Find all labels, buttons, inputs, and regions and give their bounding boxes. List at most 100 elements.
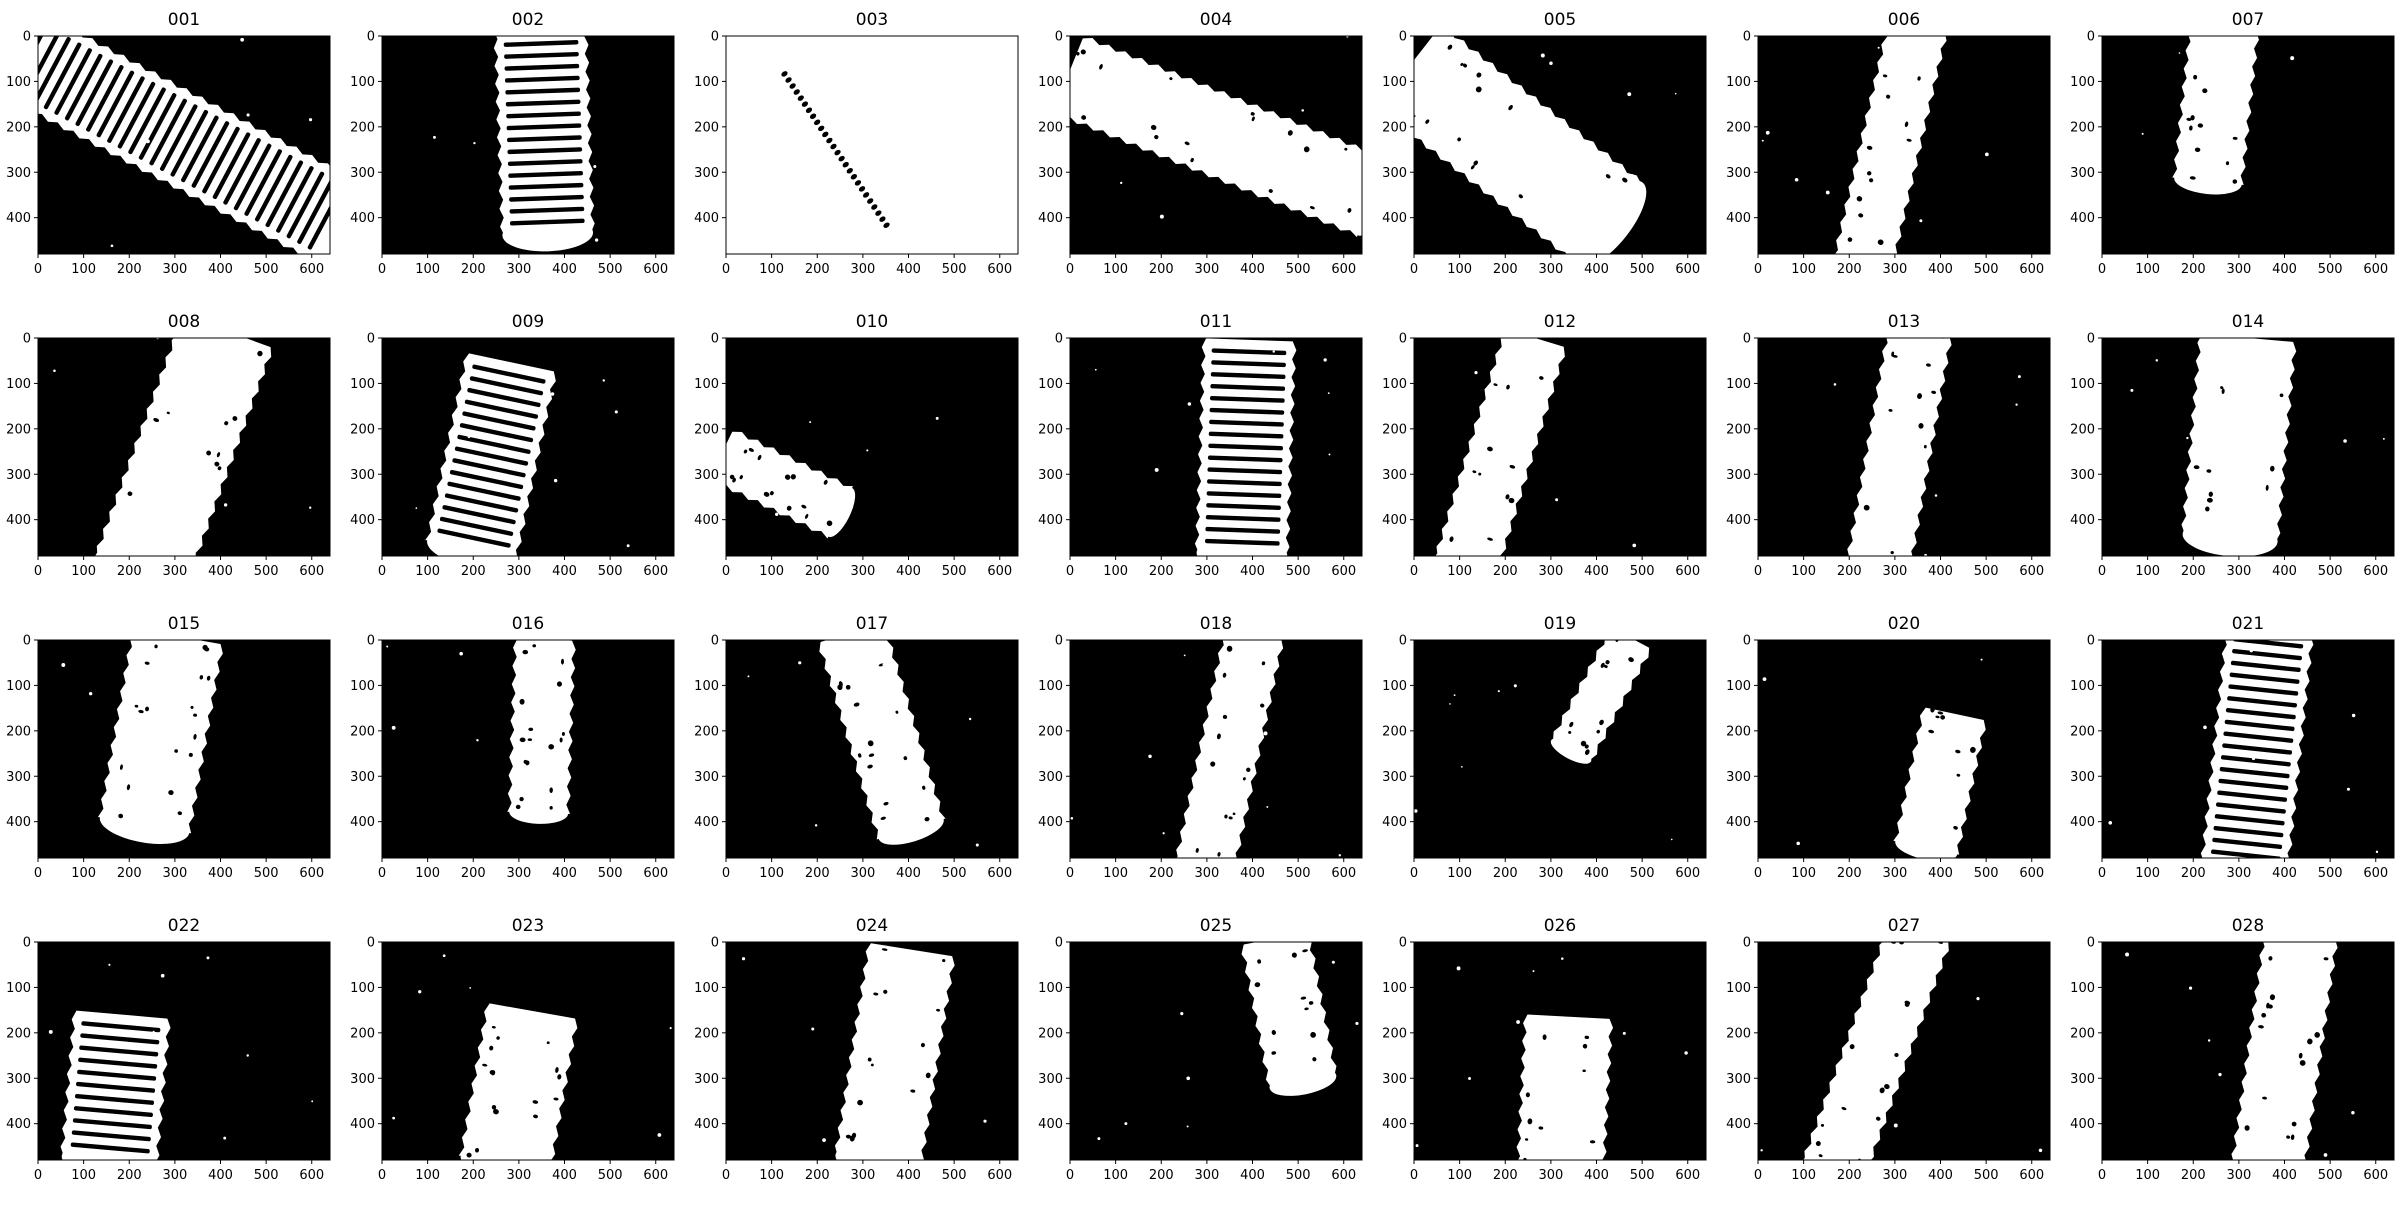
x-tick-label: 0	[34, 866, 42, 881]
x-tick-label: 400	[1584, 1168, 1609, 1183]
y-tick-label: 300	[1726, 1072, 1751, 1087]
x-tick-label: 200	[117, 564, 142, 579]
y-tick-label: 400	[1038, 211, 1063, 226]
x-tick-label: 300	[1194, 262, 1219, 277]
x-tick-label: 0	[2098, 262, 2106, 277]
y-tick-label: 200	[1038, 120, 1063, 135]
y-tick-label: 100	[6, 75, 31, 90]
panel-023: 023 0 100 200 300 400 500 600 0 100 200 300 400	[344, 906, 684, 1206]
y-tick-label: 400	[2070, 1117, 2095, 1132]
panel-title: 005	[1543, 10, 1577, 30]
x-tick-label: 600	[1675, 564, 1700, 579]
y-tick-label: 200	[694, 724, 719, 739]
panel-017: 017 0 100 200 300 400 500 600 0 100 200 300 400	[688, 604, 1028, 904]
panel-title: 007	[2231, 10, 2265, 30]
x-tick-label: 100	[1447, 564, 1472, 579]
x-tick-label: 100	[1791, 262, 1816, 277]
x-tick-label: 500	[598, 564, 623, 579]
y-tick-label: 400	[694, 1117, 719, 1132]
x-tick-label: 200	[1493, 262, 1518, 277]
y-tick-label: 400	[6, 1117, 31, 1132]
y-tick-label: 200	[2070, 1026, 2095, 1041]
y-tick-label: 300	[1382, 770, 1407, 785]
x-tick-label: 200	[805, 262, 830, 277]
y-tick-label: 300	[1726, 770, 1751, 785]
panel-title: 009	[511, 312, 545, 332]
x-tick-label: 400	[896, 564, 921, 579]
y-tick-label: 0	[711, 634, 719, 649]
x-tick-label: 100	[1103, 1168, 1128, 1183]
x-tick-label: 0	[378, 262, 386, 277]
y-tick-label: 400	[694, 211, 719, 226]
panel-007: 007 0 100 200 300 400 500 600 0 100 200 300 400	[2064, 0, 2400, 300]
y-tick-label: 200	[2070, 422, 2095, 437]
x-tick-label: 200	[1149, 564, 1174, 579]
y-tick-label: 400	[694, 815, 719, 830]
y-tick-label: 400	[1726, 513, 1751, 528]
x-tick-label: 600	[1675, 1168, 1700, 1183]
x-tick-label: 200	[805, 1168, 830, 1183]
panel-014: 014 0 100 200 300 400 500 600 0 100 200 300 400	[2064, 302, 2400, 602]
x-tick-label: 600	[987, 866, 1012, 881]
y-tick-label: 200	[350, 422, 375, 437]
x-tick-label: 0	[1066, 866, 1074, 881]
mask-image: 0 100 200 300 400 500 600 0 100 200 300 400	[350, 332, 675, 579]
mask-image: 0 100 200 300 400 500 600 0 100 200 300 400	[6, 30, 331, 277]
panel-004: 004 0 100 200 300 400 500 600 0 100 200 300 400	[1032, 0, 1372, 300]
x-tick-label: 400	[208, 866, 233, 881]
x-tick-label: 300	[1538, 866, 1563, 881]
x-tick-label: 300	[1194, 1168, 1219, 1183]
x-tick-label: 100	[415, 1168, 440, 1183]
x-tick-label: 600	[643, 564, 668, 579]
y-tick-label: 0	[1055, 30, 1063, 45]
x-tick-label: 300	[1194, 564, 1219, 579]
y-tick-label: 200	[6, 1026, 31, 1041]
x-tick-label: 200	[1149, 866, 1174, 881]
x-tick-label: 300	[162, 866, 187, 881]
x-tick-label: 500	[1630, 564, 1655, 579]
y-tick-label: 300	[350, 770, 375, 785]
x-tick-label: 200	[1493, 564, 1518, 579]
x-tick-label: 300	[850, 262, 875, 277]
x-tick-label: 500	[942, 262, 967, 277]
x-tick-label: 100	[71, 262, 96, 277]
y-tick-label: 200	[1726, 120, 1751, 135]
y-tick-label: 300	[694, 1072, 719, 1087]
panel-026: 026 0 100 200 300 400 500 600 0 100 200 300 400	[1376, 906, 1716, 1206]
x-tick-label: 200	[1493, 866, 1518, 881]
y-tick-label: 400	[1038, 1117, 1063, 1132]
x-tick-label: 100	[1791, 564, 1816, 579]
x-tick-label: 600	[299, 866, 324, 881]
x-tick-label: 600	[1675, 262, 1700, 277]
x-tick-label: 300	[1882, 262, 1907, 277]
mask-image: 0 100 200 300 400 500 600 0 100 200 300 400	[2070, 634, 2395, 881]
y-tick-label: 100	[350, 377, 375, 392]
panel-title: 012	[1543, 312, 1577, 332]
x-tick-label: 400	[208, 564, 233, 579]
x-tick-label: 500	[598, 866, 623, 881]
x-tick-label: 100	[415, 866, 440, 881]
y-tick-label: 300	[1726, 468, 1751, 483]
y-tick-label: 300	[694, 166, 719, 181]
panel-016: 016 0 100 200 300 400 500 600 0 100 200 300 400	[344, 604, 684, 904]
y-tick-label: 400	[350, 513, 375, 528]
x-tick-label: 600	[643, 866, 668, 881]
y-tick-label: 300	[1038, 166, 1063, 181]
y-tick-label: 300	[350, 166, 375, 181]
x-tick-label: 200	[1149, 1168, 1174, 1183]
mask-image: 0 100 200 300 400 500 600 0 100 200 300 400	[1382, 30, 1707, 277]
x-tick-label: 600	[643, 1168, 668, 1183]
panel-title: 004	[1199, 10, 1233, 30]
x-tick-label: 600	[1331, 564, 1356, 579]
panel-018: 018 0 100 200 300 400 500 600 0 100 200 300 400	[1032, 604, 1372, 904]
x-tick-label: 100	[2135, 1168, 2160, 1183]
x-tick-label: 400	[1240, 1168, 1265, 1183]
y-tick-label: 200	[1726, 1026, 1751, 1041]
x-tick-label: 300	[506, 866, 531, 881]
mask-image: 0 100 200 300 400 500 600 0 100 200 300 400	[1382, 936, 1707, 1183]
panel-022: 022 0 100 200 300 400 500 600 0 100 200 300 400	[0, 906, 340, 1206]
y-tick-label: 400	[6, 815, 31, 830]
mask-image: 0 100 200 300 400 500 600 0 100 200 300 400	[6, 634, 331, 881]
y-tick-label: 100	[6, 679, 31, 694]
y-tick-label: 0	[367, 332, 375, 347]
